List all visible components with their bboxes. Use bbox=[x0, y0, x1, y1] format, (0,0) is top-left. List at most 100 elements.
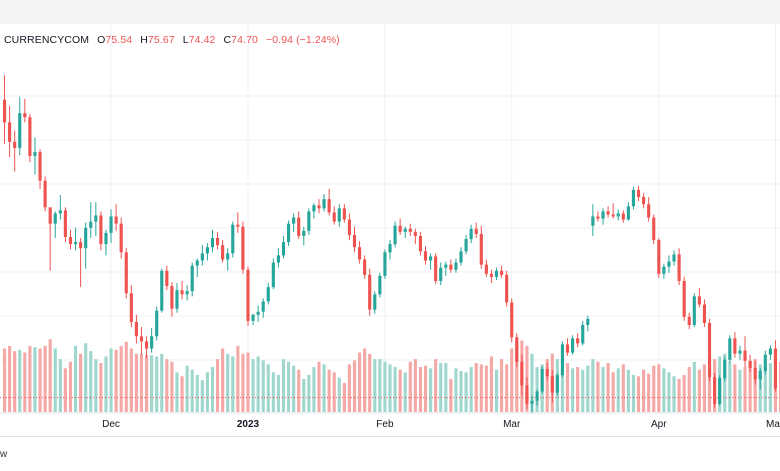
volume-bar bbox=[383, 361, 387, 412]
candle-body bbox=[236, 224, 240, 227]
candle-body bbox=[596, 216, 600, 219]
volume-bar bbox=[165, 359, 169, 412]
volume-bar bbox=[28, 345, 32, 412]
volume-bar bbox=[530, 353, 534, 412]
chart-panel: Dec 2023 Feb Mar Apr May CURRENCYCOM O75.54 H… bbox=[0, 24, 780, 436]
candle-body bbox=[459, 251, 463, 263]
volume-bar bbox=[434, 359, 438, 412]
candle-body bbox=[505, 274, 509, 303]
open-label: O bbox=[97, 34, 106, 46]
low-label: L bbox=[182, 34, 189, 46]
candlestick-chart[interactable]: Dec 2023 Feb Mar Apr May bbox=[0, 24, 780, 436]
volume-bar bbox=[500, 359, 504, 412]
candle-body bbox=[155, 310, 159, 337]
volume-bar bbox=[444, 363, 448, 412]
candle-body bbox=[677, 254, 681, 281]
candle-body bbox=[286, 223, 291, 243]
volume-bar bbox=[398, 369, 402, 412]
volume-bar bbox=[459, 371, 463, 412]
candle-body bbox=[104, 232, 108, 245]
candle-body bbox=[13, 141, 17, 148]
candle-body bbox=[464, 239, 468, 252]
volume-bar bbox=[205, 372, 209, 412]
volume-bar bbox=[743, 367, 747, 412]
candle-body bbox=[68, 236, 73, 245]
candle-body bbox=[281, 242, 286, 256]
candle-body bbox=[18, 113, 22, 148]
candle-body bbox=[312, 205, 316, 212]
candle-body bbox=[571, 338, 575, 353]
candle-body bbox=[89, 221, 93, 228]
volume-bar bbox=[271, 372, 275, 412]
volume-bar bbox=[631, 374, 636, 412]
candle-body bbox=[388, 244, 392, 253]
volume-bar bbox=[276, 374, 280, 412]
candle-body bbox=[363, 259, 367, 275]
volume-bar bbox=[667, 372, 671, 412]
candle-body bbox=[560, 344, 565, 376]
volume-bar bbox=[748, 361, 752, 412]
candle-body bbox=[728, 338, 732, 360]
candle-body bbox=[357, 247, 362, 260]
candle-body bbox=[545, 369, 549, 377]
candle-body bbox=[368, 274, 372, 310]
change-value: −0.94 (−1.24%) bbox=[266, 34, 340, 46]
volume-bar bbox=[657, 364, 661, 412]
close-label: C bbox=[223, 34, 232, 46]
candle-body bbox=[687, 316, 691, 325]
volume-bar bbox=[616, 368, 620, 412]
candle-body bbox=[429, 256, 433, 261]
candle-body bbox=[657, 240, 661, 274]
ohlc-legend: CURRENCYCOM O75.54 H75.67 L74.42 C74.70 … bbox=[4, 34, 340, 46]
candle-body bbox=[63, 210, 67, 237]
candle-body bbox=[672, 254, 676, 262]
volume-bar bbox=[439, 363, 443, 412]
candle-body bbox=[271, 262, 275, 288]
volume-bar bbox=[515, 343, 519, 412]
candle-body bbox=[190, 265, 194, 292]
x-tick-label: Feb bbox=[376, 419, 394, 430]
symbol-label: CURRENCYCOM bbox=[4, 34, 90, 46]
volume-bar bbox=[236, 345, 240, 412]
volume-bar bbox=[560, 368, 565, 412]
volume-bar bbox=[652, 365, 656, 412]
volume-bar bbox=[601, 367, 605, 412]
candle-body bbox=[99, 215, 103, 245]
volume-bar bbox=[119, 345, 123, 412]
candle-body bbox=[73, 242, 78, 245]
candle-body bbox=[652, 217, 656, 241]
volume-bar bbox=[753, 359, 757, 412]
candle-body bbox=[79, 242, 83, 249]
candle-body bbox=[702, 304, 707, 323]
volume-bar bbox=[662, 368, 666, 412]
candle-body bbox=[454, 262, 458, 270]
volume-bar bbox=[596, 361, 600, 412]
candle-body bbox=[733, 338, 737, 354]
candle-body bbox=[28, 117, 32, 157]
candle-body bbox=[160, 270, 164, 311]
candle-body bbox=[139, 336, 144, 342]
candle-body bbox=[210, 238, 215, 248]
footer-text: w bbox=[0, 449, 8, 460]
volume-bar bbox=[545, 359, 549, 412]
volume-bar bbox=[155, 356, 159, 412]
volume-bar bbox=[297, 369, 301, 412]
candle-body bbox=[327, 199, 331, 213]
candle-body bbox=[692, 296, 696, 325]
candle-body bbox=[525, 385, 529, 404]
volume-bar bbox=[332, 372, 336, 412]
volume-bar bbox=[505, 364, 509, 412]
candle-body bbox=[753, 367, 757, 380]
candle-body bbox=[215, 238, 220, 246]
volume-bar bbox=[606, 363, 610, 412]
volume-bar bbox=[73, 345, 78, 412]
volume-bar bbox=[195, 374, 199, 412]
candle-body bbox=[38, 152, 42, 181]
volume-bar bbox=[576, 367, 580, 412]
candle-body bbox=[550, 376, 554, 393]
volume-bar bbox=[728, 361, 732, 412]
x-tick-label: May bbox=[766, 419, 780, 430]
candle-body bbox=[175, 290, 179, 309]
volume-bar bbox=[672, 376, 676, 412]
candle-body bbox=[246, 269, 250, 321]
